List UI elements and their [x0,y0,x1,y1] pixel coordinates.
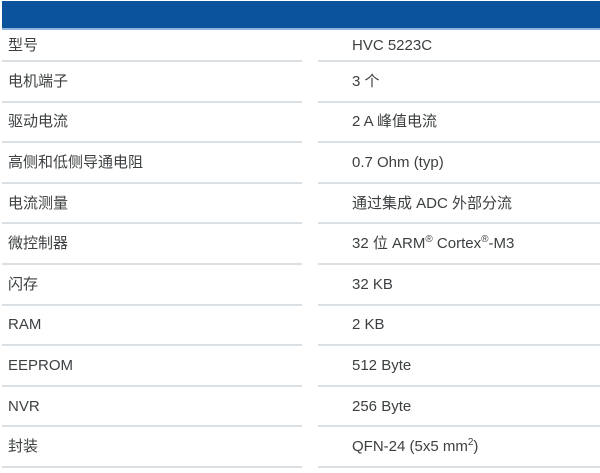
spec-label-model: 型号 [2,30,302,62]
table-row-package: 封装 QFN-24 (5x5 mm2) [2,427,600,468]
table-row-on-resistance: 高侧和低侧导通电阻 0.7 Ohm (typ) [2,143,600,184]
spec-value-flash: 32 KB [318,265,600,306]
table-row-microcontroller: 微控制器 32 位 ARM® Cortex®-M3 [2,224,600,265]
table-row-nvr: NVR 256 Byte [2,387,600,428]
spec-label-drive-current: 驱动电流 [2,103,302,144]
spec-value-microcontroller: 32 位 ARM® Cortex®-M3 [318,224,600,265]
spec-value-current-measurement: 通过集成 ADC 外部分流 [318,184,600,225]
spec-label-flash: 闪存 [2,265,302,306]
spec-label-package: 封装 [2,427,302,468]
spec-value-motor-terminals: 3 个 [318,62,600,103]
spec-label-on-resistance: 高侧和低侧导通电阻 [2,143,302,184]
table-row-model: 型号 HVC 5223C [2,30,600,62]
spec-label-nvr: NVR [2,387,302,428]
spec-value-drive-current: 2 A 峰值电流 [318,103,600,144]
spec-label-eeprom: EEPROM [2,346,302,387]
spec-label-current-measurement: 电流测量 [2,184,302,225]
spec-rows: 型号 HVC 5223C 电机端子 3 个驱动电流 2 A 峰值电流 高侧和低侧导通电阻 0… [2,30,600,468]
spec-label-motor-terminals: 电机端子 [2,62,302,103]
spec-value-on-resistance: 0.7 Ohm (typ) [318,143,600,184]
table-row-flash: 闪存 32 KB [2,265,600,306]
table-row-ram: RAM 2 KB [2,306,600,347]
spec-value-eeprom: 512 Byte [318,346,600,387]
spec-label-microcontroller: 微控制器 [2,224,302,265]
spec-value-ram: 2 KB [318,306,600,347]
spec-value-package: QFN-24 (5x5 mm2) [318,427,600,468]
table-row-drive-current: 驱动电流 2 A 峰值电流 [2,103,600,144]
spec-value-nvr: 256 Byte [318,387,600,428]
table-header-bar [2,1,600,30]
spec-value-model: HVC 5223C [318,30,600,62]
spec-label-ram: RAM [2,306,302,347]
table-row-eeprom: EEPROM 512 Byte [2,346,600,387]
table-row-motor-terminals: 电机端子 3 个 [2,62,600,103]
table-row-current-measurement: 电流测量 通过集成 ADC 外部分流 [2,184,600,225]
